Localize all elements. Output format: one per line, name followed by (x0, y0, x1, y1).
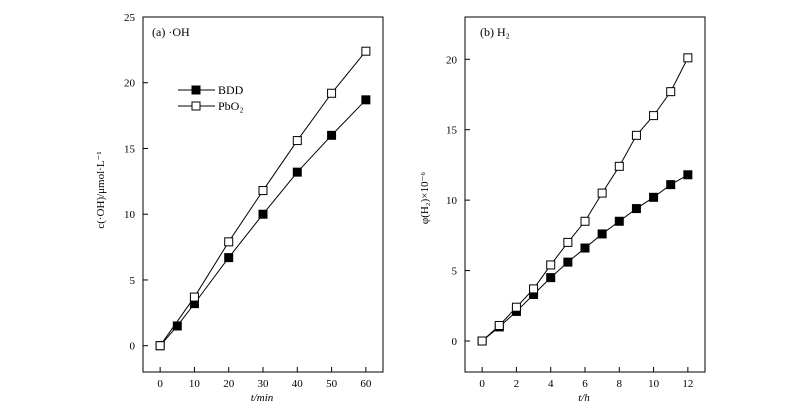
panel-a-label: (a) ·OH (152, 25, 190, 39)
panel-b-data-point-pbo2 (683, 53, 693, 63)
panel-a-x-tick-label: 20 (223, 378, 235, 390)
panel-b-x-axis-label: t/h (578, 392, 590, 404)
panel-a-data-point-pbo2 (224, 237, 234, 247)
panel-a-data-point-bdd (172, 321, 182, 331)
panel-b-x-tick-label: 0 (479, 378, 485, 390)
panel-b-x-tick-label: 2 (514, 378, 520, 390)
panel-b-data-point-bdd (580, 243, 590, 253)
panel-b-y-tick-label: 0 (452, 336, 458, 348)
panel-a-data-point-pbo2 (361, 46, 371, 56)
panel-b-data-point-pbo2 (666, 87, 676, 97)
panel-b-data-point-pbo2 (649, 111, 659, 121)
panel-b-data-point-bdd (563, 257, 573, 267)
panel-a-x-axis-label: t/min (251, 392, 274, 404)
panel-a-y-tick-label: 20 (124, 78, 136, 90)
panel-a-y-tick-label: 10 (124, 209, 136, 221)
panel-b-data-point-pbo2 (580, 216, 590, 226)
panel-b-data-point-pbo2 (511, 302, 521, 312)
panel-a-data-point-bdd (361, 95, 371, 105)
panel-b-data-point-pbo2 (614, 161, 624, 171)
panel-a-x-tick-label: 60 (360, 378, 372, 390)
panel-b-y-tick-label: 10 (446, 195, 458, 207)
legend-pbo2-label: PbO₂ (218, 99, 244, 113)
panel-b-y-tick-label: 15 (446, 125, 458, 137)
legend-item-bdd: BDD (178, 83, 244, 97)
panel-a-x-tick-label: 40 (292, 378, 304, 390)
panel-b-data-point-pbo2 (631, 130, 641, 140)
panel-b-data-point-bdd (597, 229, 607, 239)
panel-b-x-tick-label: 10 (648, 378, 660, 390)
panel-b-data-point-pbo2 (529, 284, 539, 294)
legend-pbo2-marker (191, 101, 201, 111)
panel-b-x-tick-label: 4 (548, 378, 554, 390)
panel-a-data-point-bdd (292, 167, 302, 177)
panel-a-data-point-pbo2 (292, 136, 302, 146)
panel-b-plot-frame (464, 16, 706, 373)
panel-b-x-tick-label: 8 (617, 378, 623, 390)
panel-a-data-point-pbo2 (155, 341, 165, 351)
panel-a-x-ticks: 0 10 20 30 40 50 60 (157, 367, 372, 390)
panel-a-y-ticks: 0 5 10 15 20 25 (124, 12, 148, 353)
panel-a-y-tick-label: 25 (124, 12, 136, 24)
panel-b-data-point-pbo2 (563, 237, 573, 247)
panel-a-hydroxyl-radical: (a) ·OH 0 10 20 30 40 50 60 0 5 10 15 20 25 t/min c… (95, 12, 384, 404)
panel-a-data-point-bdd (258, 209, 268, 219)
panel-a-x-tick-label: 0 (157, 378, 163, 390)
panel-b-y-ticks: 0 5 10 15 20 (446, 54, 470, 348)
panel-b-data-point-bdd (614, 216, 624, 226)
panel-b-y-axis-label: φ(H₂)×10⁻⁶ (419, 172, 431, 224)
panel-b-data-point-pbo2 (546, 260, 556, 270)
panel-b-x-tick-label: 6 (582, 378, 588, 390)
panel-a-x-tick-label: 10 (189, 378, 201, 390)
panel-a-y-tick-label: 15 (124, 143, 136, 155)
panel-a-y-axis-label: c(·OH)/μmol·L⁻¹ (95, 151, 107, 228)
legend-bdd-label: BDD (218, 83, 244, 97)
panel-b-label: (b) H₂ (480, 25, 510, 39)
panel-b-data-point-pbo2 (494, 321, 504, 331)
panel-b-series-markers (477, 53, 693, 346)
panel-b-x-ticks: 0 2 4 6 8 10 12 (479, 367, 693, 390)
panel-b-data-point-pbo2 (477, 336, 487, 346)
panel-b-data-point-bdd (666, 180, 676, 190)
legend-bdd-marker (191, 85, 201, 95)
legend-item-pbo2: PbO₂ (178, 99, 244, 113)
panel-a-x-tick-label: 50 (326, 378, 338, 390)
panel-b-x-tick-label: 12 (682, 378, 693, 390)
panel-b-hydrogen: (b) H₂ 0 2 4 6 8 10 12 0 5 10 15 20 t/h φ(H₂)×10⁻⁶ (419, 16, 706, 404)
panel-a-data-point-pbo2 (327, 88, 337, 98)
panel-a-data-point-pbo2 (258, 186, 268, 196)
panel-a-series-markers (155, 46, 371, 351)
panel-a-x-tick-label: 30 (258, 378, 270, 390)
panel-b-y-tick-label: 5 (452, 266, 458, 278)
panel-b-data-point-bdd (631, 204, 641, 214)
panel-a-y-tick-label: 5 (130, 275, 136, 287)
panel-b-data-point-bdd (649, 192, 659, 202)
panel-b-data-point-bdd (683, 170, 693, 180)
panel-b-data-point-pbo2 (597, 188, 607, 198)
panel-a-data-point-bdd (327, 130, 337, 140)
panel-b-data-point-bdd (546, 273, 556, 283)
panel-a-data-point-bdd (224, 253, 234, 263)
legend: BDD PbO₂ (178, 83, 244, 113)
panel-a-y-tick-label: 0 (130, 341, 136, 353)
panel-a-data-point-pbo2 (189, 292, 199, 302)
panel-b-y-tick-label: 20 (446, 54, 458, 66)
